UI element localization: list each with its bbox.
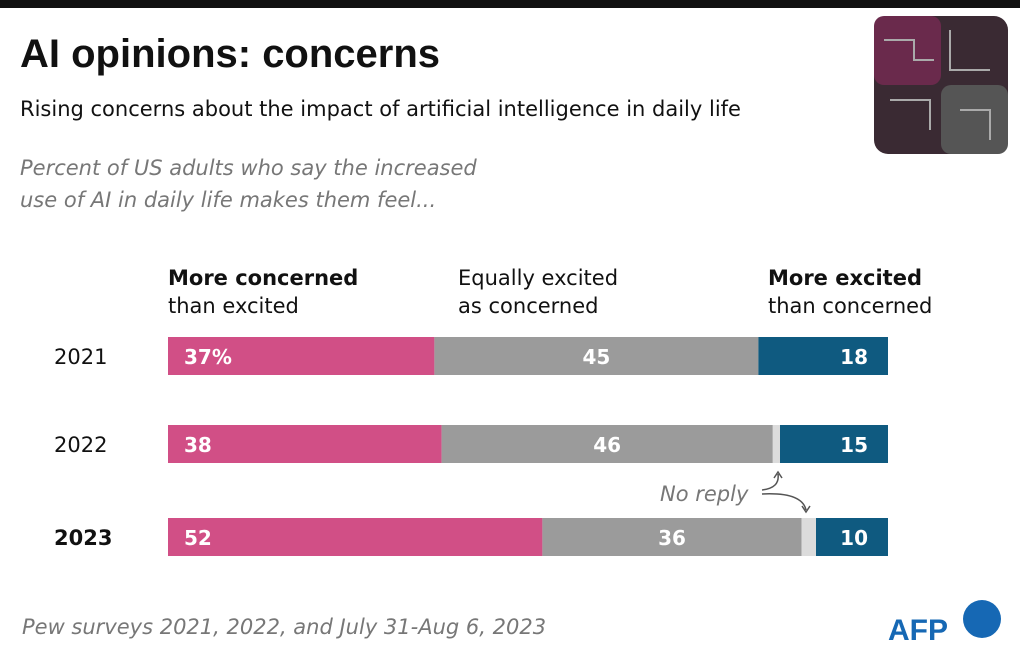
- bar-segment: [780, 425, 888, 463]
- y-tick-label: 2021: [54, 345, 107, 369]
- arrow: [761, 493, 811, 514]
- bar-segment: [772, 425, 780, 463]
- value-label: 52: [184, 526, 212, 550]
- legend-label: than concerned: [768, 294, 932, 318]
- bar-segment: [441, 425, 773, 463]
- bar-segment: [434, 337, 759, 375]
- note: use of AI in daily life makes them feel.…: [20, 188, 436, 212]
- legend-label: than excited: [168, 294, 299, 318]
- bar-segment: [168, 425, 442, 463]
- y-tick-label: 2023: [54, 526, 112, 550]
- note: Percent of US adults who say the increas…: [20, 156, 477, 180]
- value-label: 10: [840, 526, 868, 550]
- bar-segment: [168, 337, 435, 375]
- credit: AFP: [888, 614, 948, 647]
- legend-label: as concerned: [458, 294, 598, 318]
- legend-label: Equally excited: [458, 266, 618, 290]
- value-label: 36: [658, 526, 686, 550]
- logo-circle: [963, 600, 1001, 638]
- bar-segment: [168, 518, 543, 556]
- top-rule: [0, 0, 1020, 8]
- value-label: 37%: [184, 345, 232, 369]
- subtitle: Rising concerns about the impact of arti…: [20, 97, 741, 121]
- value-label: 18: [840, 345, 868, 369]
- value-label: 46: [593, 433, 621, 457]
- value-label: 15: [840, 433, 868, 457]
- source: Pew surveys 2021, 2022, and July 31-Aug …: [22, 615, 546, 639]
- legend-label: More concerned: [168, 266, 358, 290]
- y-tick-label: 2022: [54, 433, 107, 457]
- annotation: No reply: [660, 482, 749, 506]
- legend-label: More excited: [768, 266, 922, 290]
- bar-segment: [816, 518, 888, 556]
- bar-segment: [542, 518, 802, 556]
- value-label: 38: [184, 433, 212, 457]
- bar-segment: [758, 337, 888, 375]
- value-label: 45: [582, 345, 610, 369]
- chart-title: AI opinions: concerns: [20, 32, 440, 76]
- image: [874, 16, 1008, 154]
- arrow: [761, 470, 783, 491]
- bar-segment: [801, 518, 816, 556]
